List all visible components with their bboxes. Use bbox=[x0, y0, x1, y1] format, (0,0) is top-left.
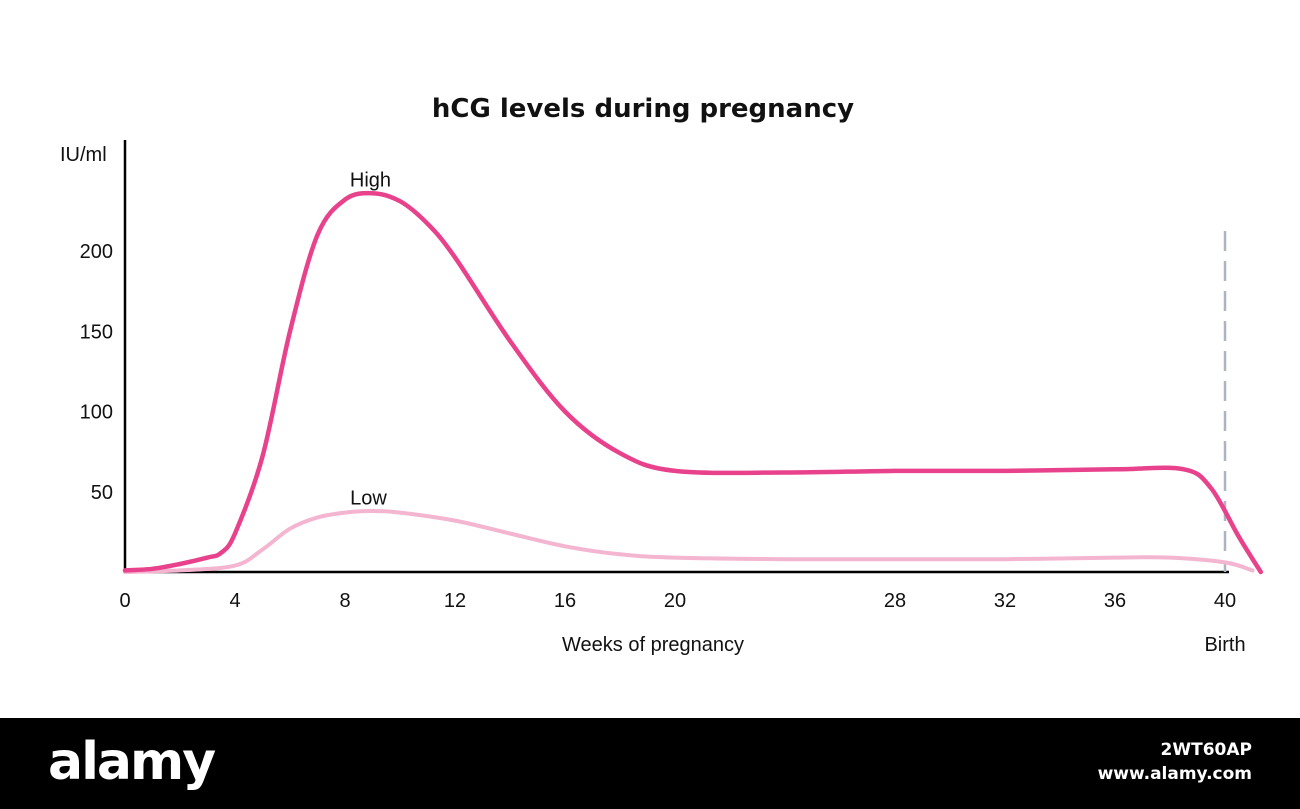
x-tick-label: 16 bbox=[554, 590, 576, 612]
site-url: www.alamy.com bbox=[1097, 764, 1252, 784]
series-line-low bbox=[123, 509, 1255, 574]
series-line-high bbox=[122, 190, 1264, 575]
birth-label: Birth bbox=[1204, 634, 1245, 656]
y-tick-label: 150 bbox=[80, 321, 113, 343]
y-axis-label: IU/ml bbox=[60, 144, 107, 166]
x-tick-label: 36 bbox=[1104, 590, 1126, 612]
x-tick-label: 20 bbox=[664, 590, 686, 612]
x-tick-label: 4 bbox=[229, 590, 240, 612]
y-tick-label: 50 bbox=[91, 482, 113, 504]
series-label-high: High bbox=[350, 170, 391, 192]
y-tick-label: 200 bbox=[80, 241, 113, 263]
x-tick-label: 8 bbox=[339, 590, 350, 612]
image-id: 2WT60AP bbox=[1160, 740, 1252, 760]
brand-logo: alamy bbox=[48, 732, 216, 792]
x-tick-label: 12 bbox=[444, 590, 466, 612]
hcg-chart: hCG levels during pregnancy IU/ml Weeks … bbox=[60, 94, 1264, 656]
x-tick-label: 0 bbox=[119, 590, 130, 612]
x-tick-label: 40 bbox=[1214, 590, 1236, 612]
watermark-bar: alamy 2WT60AP www.alamy.com bbox=[0, 718, 1300, 809]
y-tick-label: 100 bbox=[80, 402, 113, 424]
series-label-low: Low bbox=[350, 487, 387, 509]
x-axis-label: Weeks of pregnancy bbox=[562, 634, 744, 656]
x-tick-label: 28 bbox=[884, 590, 906, 612]
x-tick-label: 32 bbox=[994, 590, 1016, 612]
y-tick-labels: 50 100 150 200 bbox=[80, 241, 113, 504]
x-tick-labels: 0 4 8 12 16 20 28 32 36 40 bbox=[119, 590, 1236, 612]
chart-title: hCG levels during pregnancy bbox=[432, 94, 854, 124]
